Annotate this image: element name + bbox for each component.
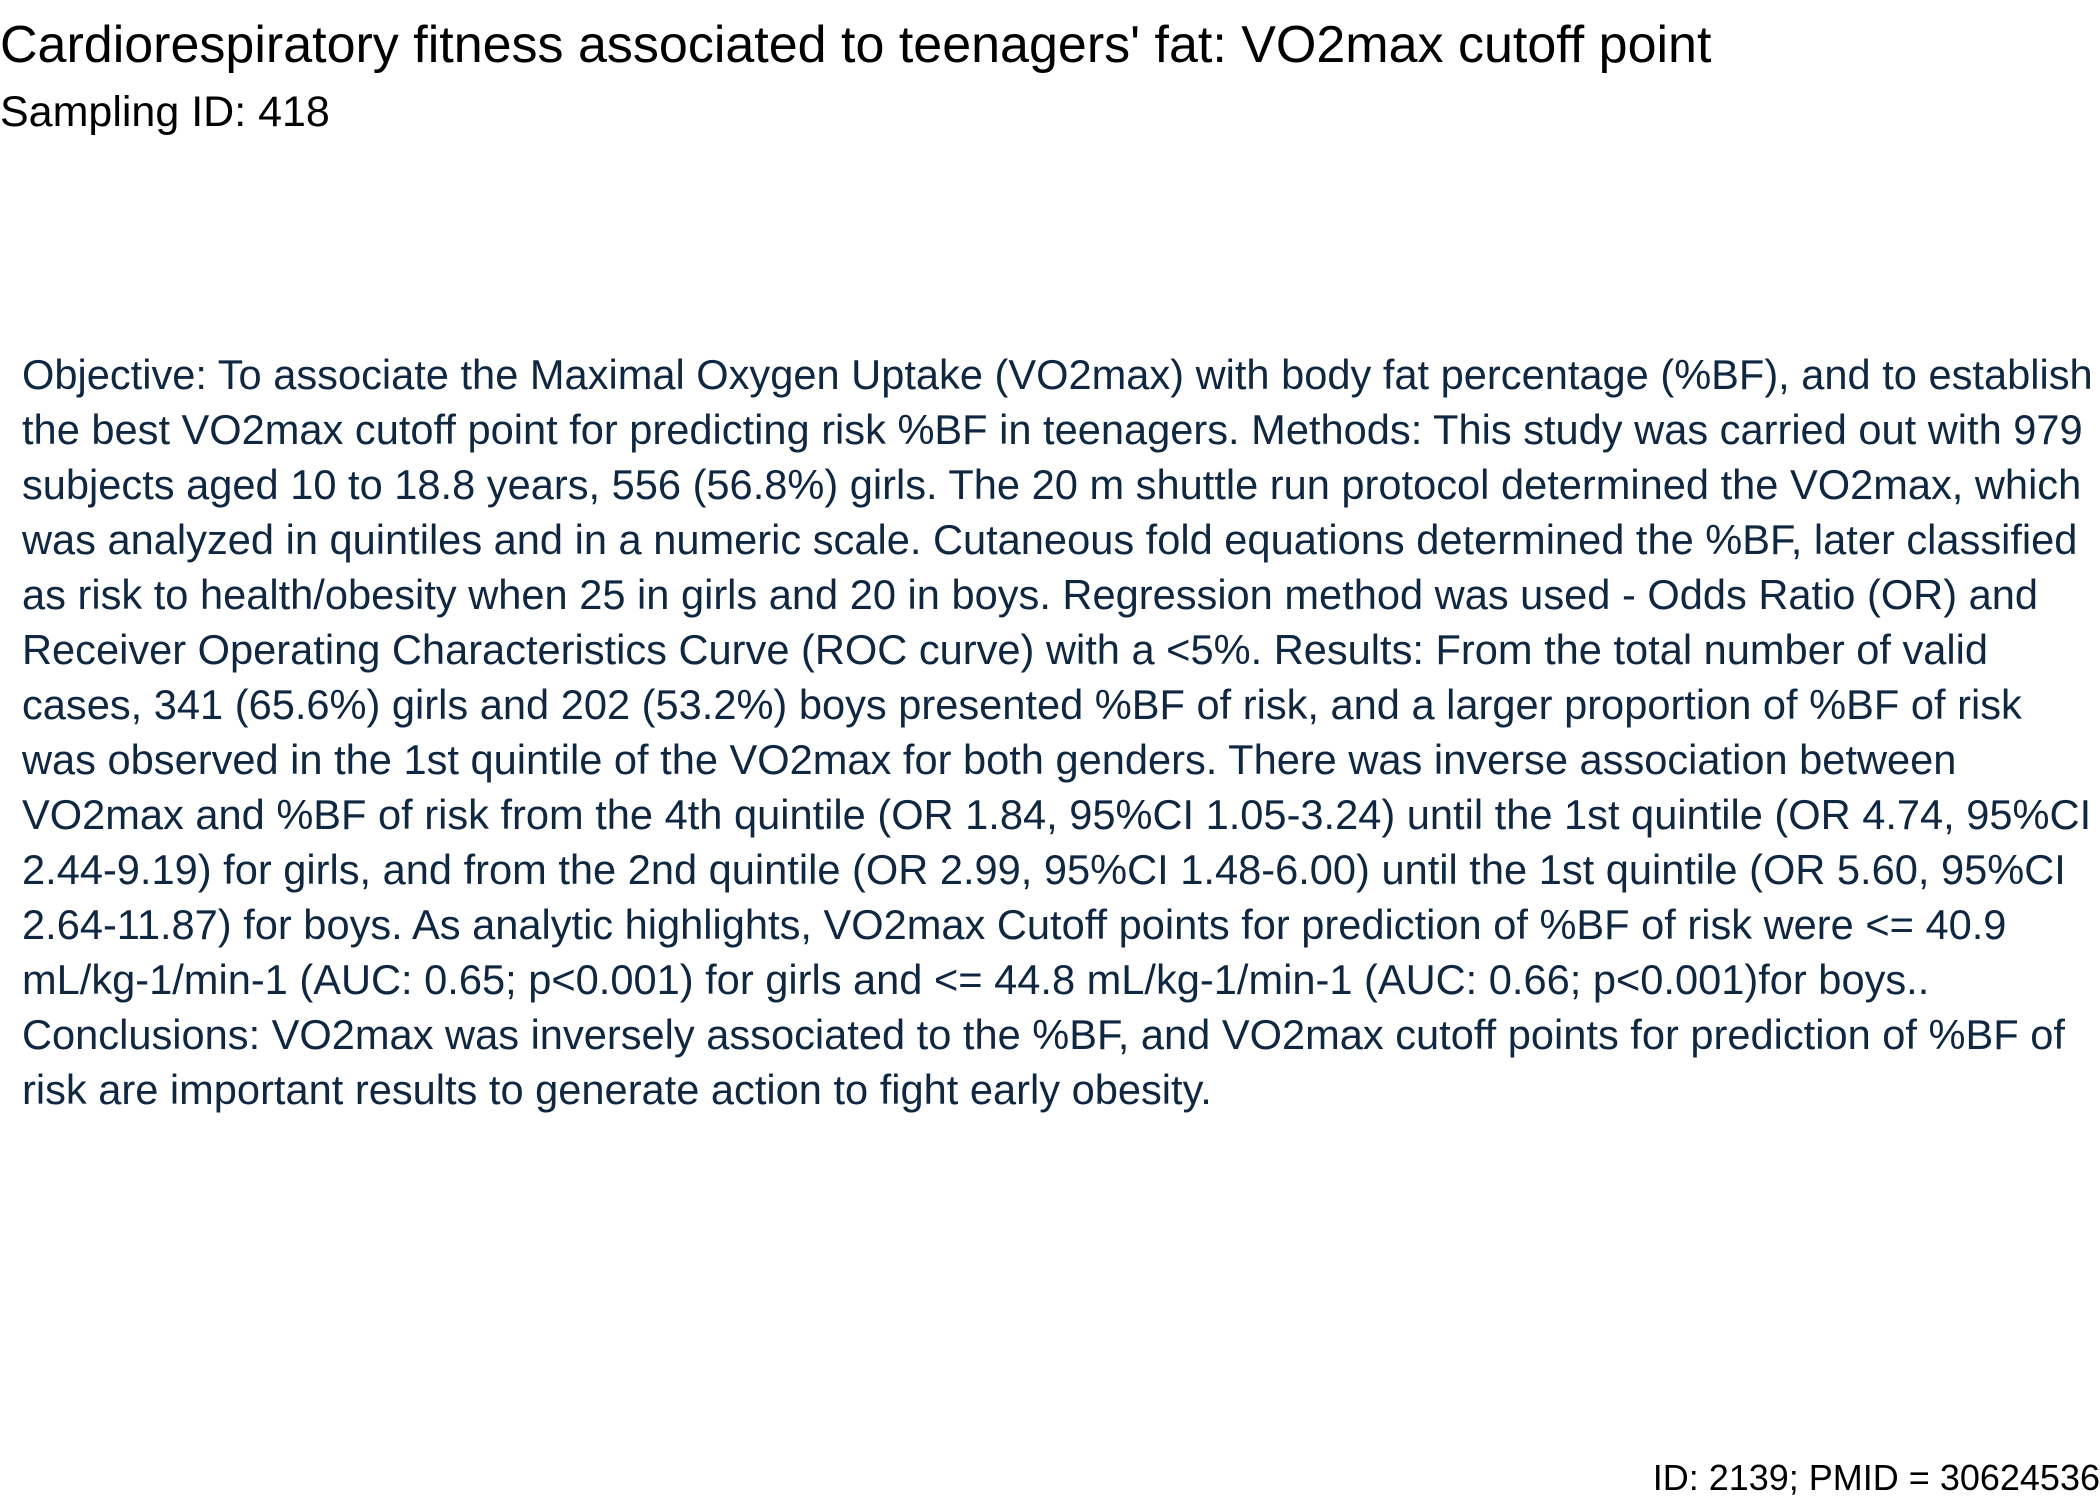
- sampling-id: Sampling ID: 418: [0, 88, 330, 136]
- abstract-text: Objective: To associate the Maximal Oxyg…: [22, 351, 2093, 1113]
- footer-id: ID: 2139; PMID = 30624536: [1652, 1457, 2100, 1498]
- page-title: Cardiorespiratory fitness associated to …: [0, 16, 1712, 74]
